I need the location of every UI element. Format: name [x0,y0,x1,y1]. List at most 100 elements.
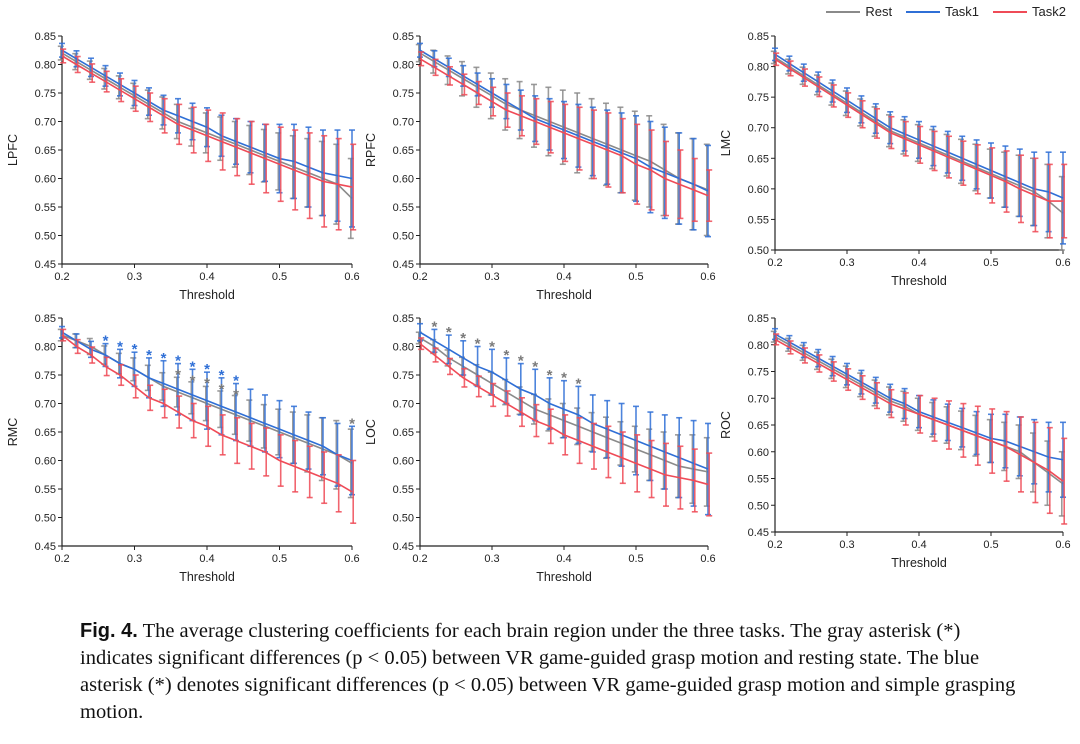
x-tick-label: 0.4 [556,553,571,565]
x-axis-label: Threshold [179,288,235,302]
legend-label-task2: Task2 [1032,4,1066,19]
x-tick-label: 0.2 [54,553,69,565]
significance-asterisk-gray: * [475,336,481,353]
chart-panel-roc: 0.2 0.3 0.4 0.5 0.6 0.45 0.50 0.55 0.60 0.65 0.70 0… [719,313,1071,570]
y-axis-label: LMC [719,130,733,156]
x-tick-label: 0.5 [628,271,643,283]
y-tick-label: 0.75 [35,370,56,382]
legend: Rest Task1 Task2 [826,4,1066,19]
x-tick-label: 0.2 [54,271,69,283]
x-tick-label: 0.5 [983,539,998,551]
y-tick-label: 0.70 [393,117,414,129]
significance-asterisk-blue: * [161,350,167,367]
series-line-task2 [419,343,709,486]
y-tick-label: 0.70 [35,399,56,411]
caption-text: The average clustering coefficients for … [80,620,1016,723]
y-tick-label: 0.50 [35,231,56,243]
x-tick-label: 0.6 [1055,257,1070,269]
y-tick-label: 0.55 [748,474,769,486]
x-tick-label: 0.3 [839,257,854,269]
series-line-task2 [61,55,353,188]
series-line-task1 [419,49,709,192]
x-tick-label: 0.4 [556,271,571,283]
significance-asterisk-gray: * [349,415,355,432]
x-tick-label: 0.3 [484,553,499,565]
y-tick-label: 0.65 [748,153,769,165]
y-tick-label: 0.75 [35,88,56,100]
x-tick-label: 0.2 [767,539,782,551]
y-tick-label: 0.70 [748,123,769,135]
y-tick-label: 0.85 [35,31,56,43]
y-tick-label: 0.60 [748,447,769,459]
y-tick-label: 0.80 [35,342,56,354]
x-tick-label: 0.3 [127,553,142,565]
x-tick-label: 0.3 [484,271,499,283]
chart-panel-lmc: 0.2 0.3 0.4 0.5 0.6 0.50 0.55 0.60 0.65 0.70 0.75 0… [719,31,1071,288]
series-line-task1 [419,331,709,470]
x-axis-label: Threshold [891,274,947,288]
x-tick-label: 0.5 [628,553,643,565]
significance-asterisk-gray: * [190,372,196,389]
series-line-task1 [774,53,1064,199]
x-axis-label: Threshold [179,570,235,584]
y-tick-label: 0.60 [393,174,414,186]
significance-asterisk-blue: * [132,341,138,358]
significance-asterisk-gray: * [219,381,225,398]
x-tick-label: 0.6 [1055,539,1070,551]
y-tick-label: 0.50 [748,245,769,257]
caption-label: Fig. 4. [80,620,138,642]
series-line-task2 [419,58,709,197]
y-tick-label: 0.70 [35,117,56,129]
figure-caption: Fig. 4. The average clustering coefficie… [80,618,1020,726]
y-tick-label: 0.45 [35,541,56,553]
y-tick-label: 0.75 [748,367,769,379]
y-tick-label: 0.80 [393,342,414,354]
legend-item-task1: Task1 [906,4,979,19]
significance-asterisk-gray: * [233,387,239,404]
y-tick-label: 0.80 [748,62,769,74]
x-tick-label: 0.5 [983,257,998,269]
significance-asterisk-blue: * [190,358,196,375]
y-tick-label: 0.60 [35,174,56,186]
significance-asterisk-gray: * [503,347,509,364]
y-tick-label: 0.45 [393,259,414,271]
y-tick-label: 0.85 [748,313,769,325]
significance-asterisk-gray: * [431,318,437,335]
y-tick-label: 0.50 [393,513,414,525]
y-tick-label: 0.70 [393,399,414,411]
y-tick-label: 0.85 [393,313,414,325]
y-tick-label: 0.55 [748,214,769,226]
y-tick-label: 0.70 [748,393,769,405]
y-tick-label: 0.75 [748,92,769,104]
y-tick-label: 0.50 [35,513,56,525]
legend-label-task1: Task1 [945,4,980,19]
x-tick-label: 0.3 [127,271,142,283]
significance-asterisk-blue: * [219,367,225,384]
y-tick-label: 0.60 [35,456,56,468]
significance-asterisk-blue: * [204,361,210,378]
figure: 0.2 0.3 0.4 0.5 0.6 0.45 0.50 0.55 0.60 0.65 0.70 0… [6,31,1071,584]
x-tick-label: 0.6 [700,553,715,565]
significance-asterisk-blue: * [175,353,181,370]
significance-asterisk-gray: * [547,367,553,384]
significance-asterisk-gray: * [561,370,567,387]
y-axis-label: LPFC [6,134,20,166]
x-tick-label: 0.5 [272,271,287,283]
legend-label-rest: Rest [865,4,893,19]
x-tick-label: 0.5 [272,553,287,565]
y-tick-label: 0.65 [393,427,414,439]
y-tick-label: 0.45 [35,259,56,271]
x-tick-label: 0.6 [344,271,359,283]
y-tick-label: 0.75 [393,370,414,382]
chart-panel-rmc: 0.2 0.3 0.4 0.5 0.6 0.45 0.50 0.55 0.60 0.65 0.70 0… [6,313,360,584]
series-line-task2 [774,338,1064,482]
y-tick-label: 0.55 [393,484,414,496]
legend-item-task2: Task2 [993,4,1066,19]
significance-asterisk-blue: * [233,373,239,390]
y-axis-label: ROC [719,411,733,439]
significance-asterisk-blue: * [117,338,123,355]
y-tick-label: 0.80 [748,340,769,352]
y-tick-label: 0.85 [35,313,56,325]
y-tick-label: 0.55 [35,484,56,496]
x-tick-label: 0.2 [767,257,782,269]
